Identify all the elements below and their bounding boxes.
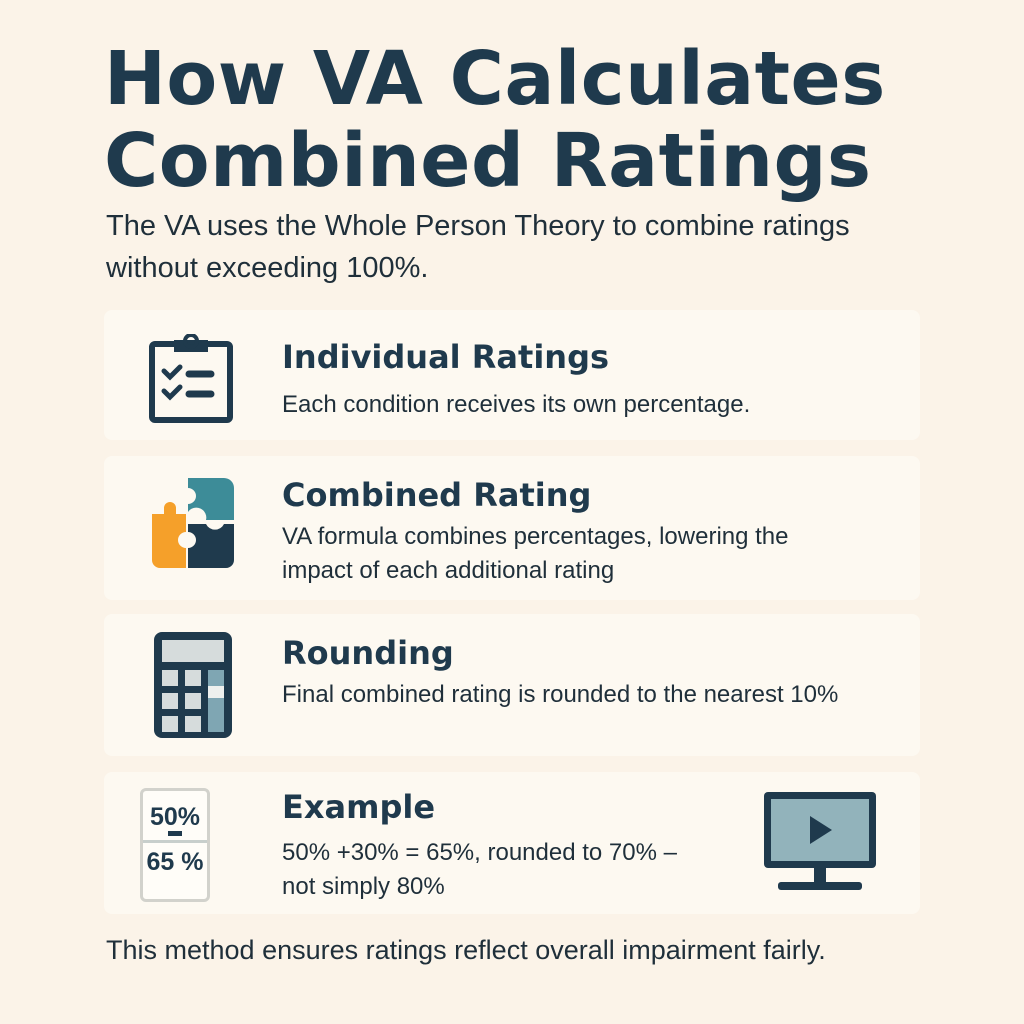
- card-rounding: Rounding Final combined rating is rounde…: [104, 614, 920, 756]
- card-example: 50% 65 % Example 50% +30% = 65%, rounded…: [104, 772, 920, 914]
- card-title: Combined Rating: [282, 476, 592, 514]
- title-line-1: How VA Calculates: [104, 36, 886, 122]
- card-description: VA formula combines percentages, lowerin…: [282, 523, 789, 584]
- card-combined-rating: Combined Rating VA formula combines perc…: [104, 456, 920, 600]
- card-title: Rounding: [282, 634, 454, 672]
- fraction-top: 50%: [149, 803, 201, 831]
- card-description: 50% +30% = 65%, rounded to 70% – not sim…: [282, 839, 677, 900]
- title-line-2: Combined Ratings: [104, 118, 872, 204]
- card-title: Example: [282, 788, 436, 826]
- calculator-icon: [154, 632, 232, 738]
- fraction-bottom: 65 %: [146, 848, 204, 876]
- puzzle-icon: [152, 478, 234, 568]
- clipboard-checklist-icon: [149, 334, 233, 423]
- card-individual-ratings: Individual Ratings Each condition receiv…: [104, 310, 920, 440]
- card-title: Individual Ratings: [282, 338, 610, 376]
- subtitle: The VA uses the Whole Person Theory to c…: [106, 210, 850, 284]
- page-title: How VA Calculates Combined Ratings: [104, 38, 886, 202]
- monitor-play-icon[interactable]: [762, 790, 878, 894]
- footer-note: This method ensures ratings reflect over…: [106, 935, 826, 965]
- fraction-icon: 50% 65 %: [140, 788, 210, 902]
- card-description: Each condition receives its own percenta…: [282, 391, 751, 418]
- card-description: Final combined rating is rounded to the …: [282, 681, 839, 708]
